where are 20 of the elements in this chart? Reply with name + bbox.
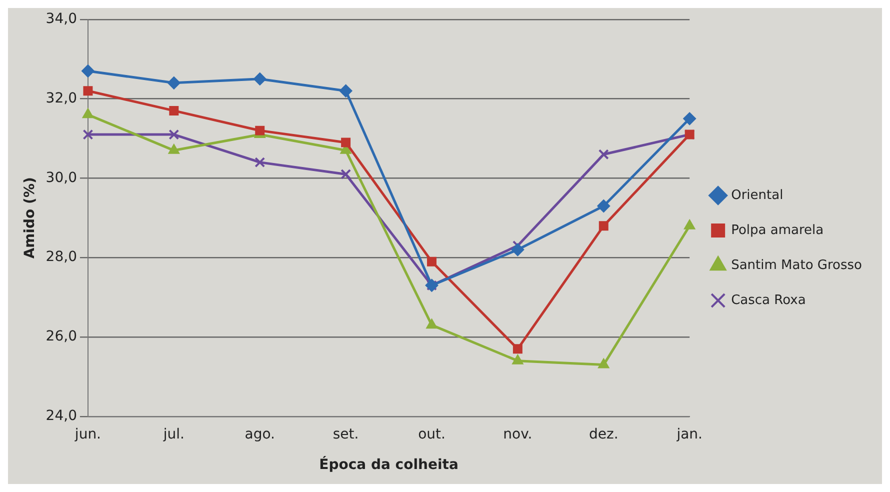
y-tick-label: 34,0 — [46, 11, 77, 28]
legend-label: Oriental — [731, 188, 784, 203]
x-tick-label: jun. — [74, 426, 102, 442]
x-tick-label: jan. — [676, 426, 702, 442]
y-tick-label: 30,0 — [46, 170, 77, 186]
x-tick-label: dez. — [588, 426, 618, 442]
y-tick-label: 24,0 — [46, 408, 77, 424]
y-tick-label: 26,0 — [46, 328, 77, 345]
legend-label: Santim Mato Grosso — [731, 258, 862, 273]
x-tick-label: set. — [332, 426, 359, 442]
legend-label: Polpa amarela — [731, 222, 824, 238]
x-tick-label: out. — [418, 426, 446, 442]
y-tick-label: 32,0 — [46, 90, 77, 106]
x-tick-label: jul. — [162, 426, 184, 442]
y-tick-label: 28,0 — [46, 249, 77, 266]
x-tick-label: ago. — [244, 426, 275, 442]
x-axis-title: Época da colheita — [319, 456, 458, 474]
y-axis-title: Amido (%) — [22, 177, 38, 259]
legend-label: Casca Roxa — [731, 292, 806, 308]
x-tick-label: nov. — [503, 426, 532, 442]
